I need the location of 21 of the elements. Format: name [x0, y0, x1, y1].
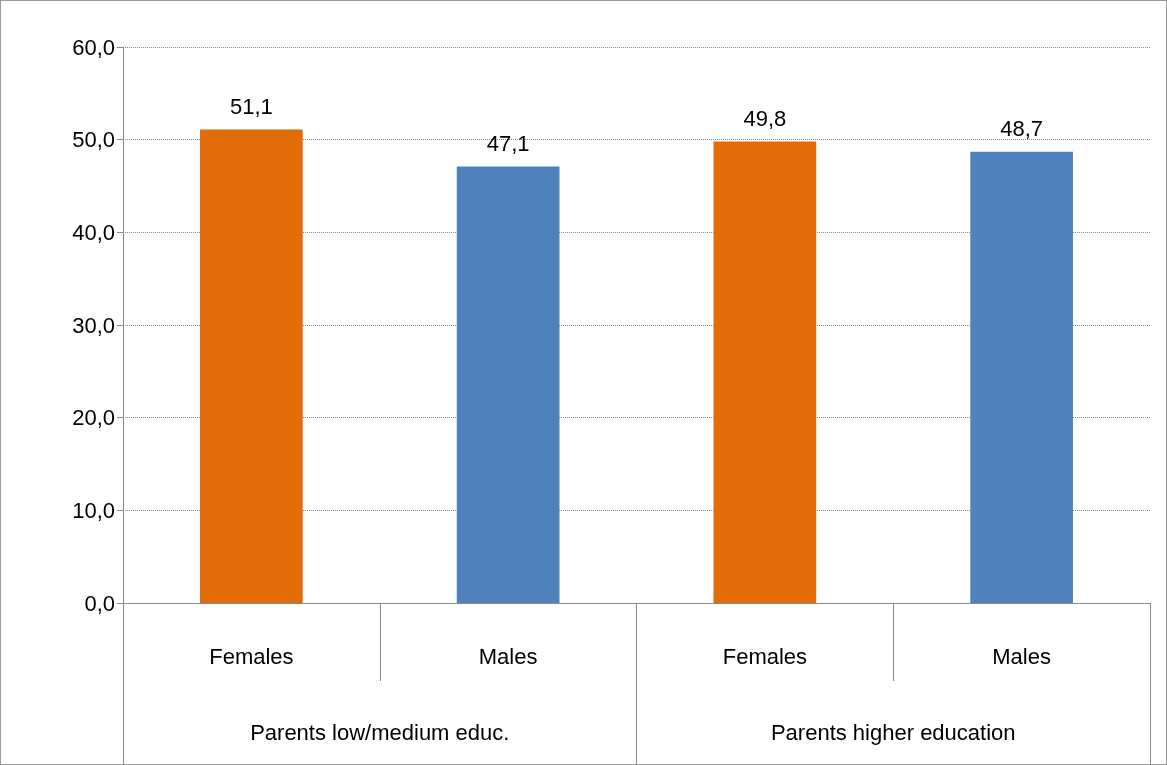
y-tick-label: 60,0	[72, 34, 115, 60]
y-tick-label: 40,0	[72, 219, 115, 245]
data-label: 47,1	[486, 131, 530, 157]
y-tick-label: 20,0	[72, 405, 115, 431]
x-tick-label: Males	[992, 643, 1051, 669]
y-tick-label: 50,0	[72, 127, 115, 153]
bar	[456, 166, 560, 603]
y-tick-label: 10,0	[72, 497, 115, 523]
data-label: 51,1	[229, 93, 273, 119]
data-label: 48,7	[1000, 116, 1044, 142]
bar	[970, 151, 1073, 603]
x-tick-label: Females	[722, 643, 808, 669]
y-tick-label: 30,0	[72, 312, 115, 338]
data-label: 49,8	[743, 106, 787, 132]
bar	[200, 129, 303, 603]
text: Parents low/medium educ.	[250, 719, 510, 745]
x-tick-label: Males	[478, 643, 538, 669]
bar	[713, 141, 817, 603]
text: Parents higher education	[770, 719, 1016, 745]
y-tick-label: 0,0	[84, 590, 115, 616]
x-tick-label: Females	[209, 643, 294, 669]
